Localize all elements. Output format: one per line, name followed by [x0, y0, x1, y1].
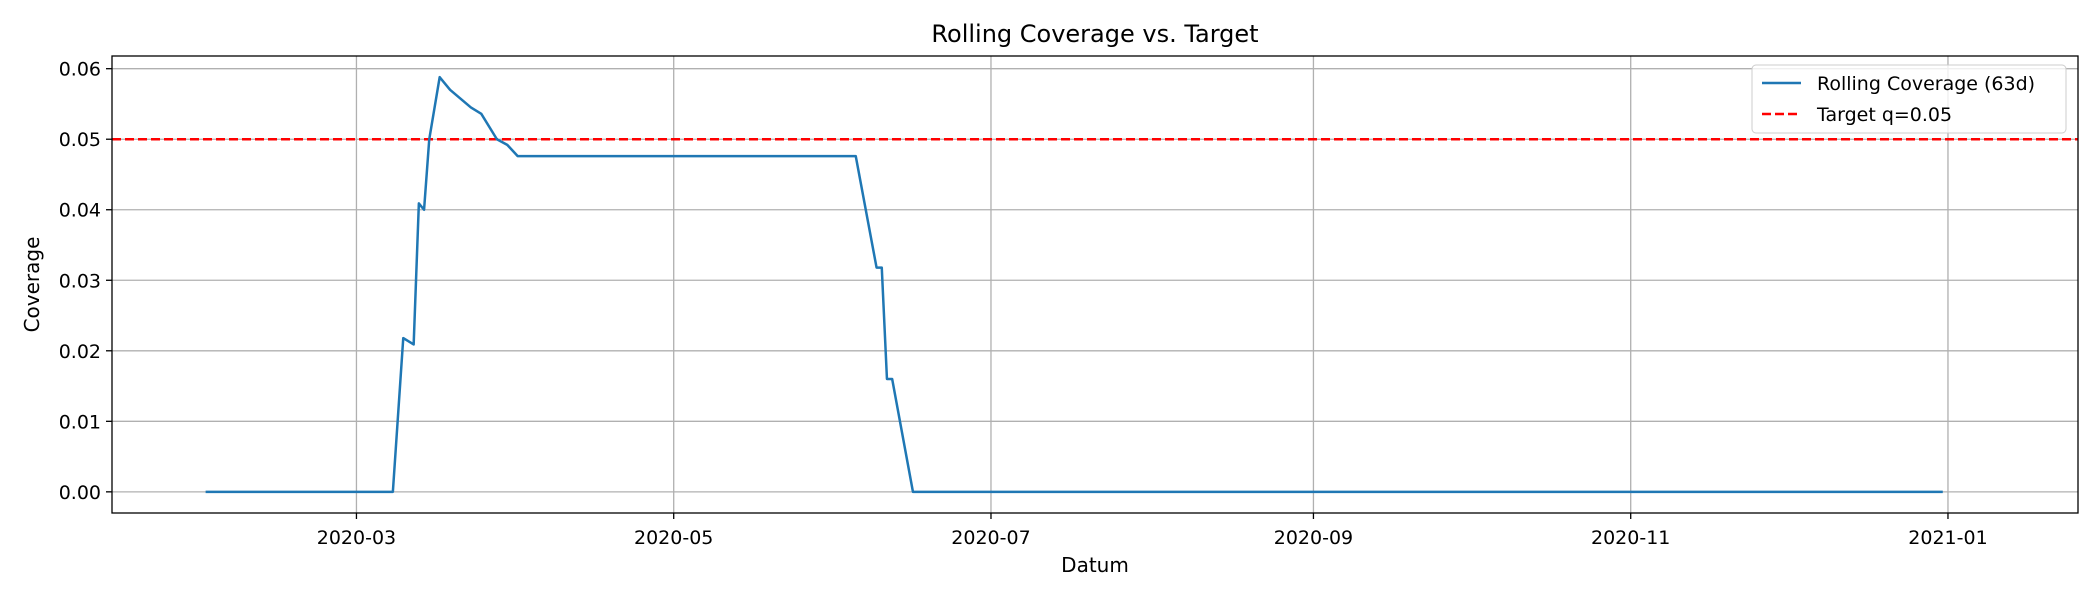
y-tick-label: 0.04	[59, 200, 101, 222]
series-layer	[205, 75, 1943, 494]
y-tick-label: 0.05	[59, 129, 101, 151]
x-axis-label: Datum	[1061, 553, 1129, 577]
x-tick-label: 2020-09	[1274, 527, 1353, 549]
x-tick-label: 2020-05	[634, 527, 713, 549]
x-tick-label: 2020-11	[1591, 527, 1670, 549]
legend-label-rolling-coverage: Rolling Coverage (63d)	[1817, 73, 2035, 95]
legend: Rolling Coverage (63d) Target q=0.05	[1751, 64, 2067, 134]
y-tick-label: 0.01	[59, 411, 101, 433]
y-tick-label: 0.03	[59, 270, 101, 292]
x-axis-ticks: 2020-03 2020-05 2020-07 2020-09 2020-11 2021-…	[317, 513, 1988, 549]
y-tick-label: 0.06	[59, 59, 101, 81]
y-tick-label: 0.00	[59, 482, 101, 504]
y-axis-label: Coverage	[20, 237, 44, 333]
y-tick-label: 0.02	[59, 341, 101, 363]
plot-area-frame	[111, 55, 2079, 514]
legend-box	[1751, 64, 2067, 134]
x-tick-label: 2021-01	[1908, 527, 1987, 549]
y-axis-ticks: 0.00 0.01 0.02 0.03 0.04 0.05 0.06	[59, 59, 112, 504]
chart-title: Rolling Coverage vs. Target	[931, 20, 1258, 48]
legend-label-target: Target q=0.05	[1816, 104, 1952, 126]
series-line-rolling-coverage	[205, 75, 1943, 494]
x-tick-label: 2020-07	[951, 527, 1030, 549]
x-tick-label: 2020-03	[317, 527, 396, 549]
